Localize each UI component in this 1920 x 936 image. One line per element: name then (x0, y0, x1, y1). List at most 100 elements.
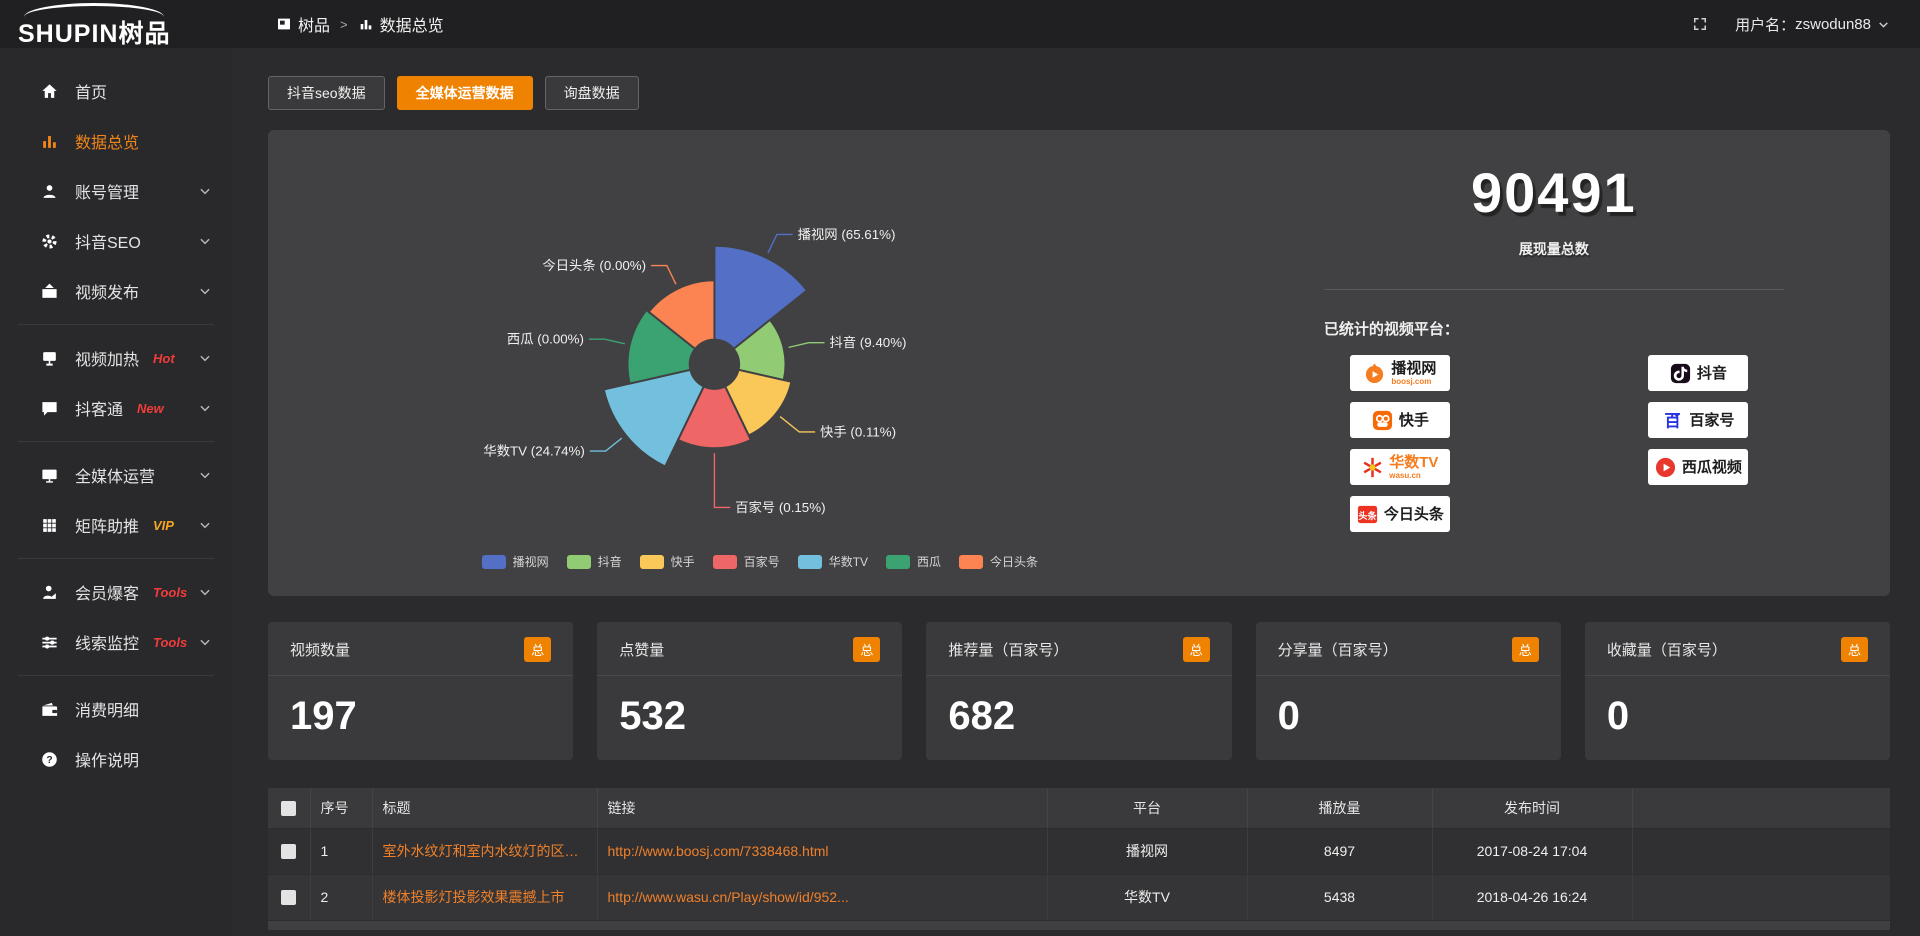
chevron-down-icon (198, 184, 212, 198)
sidebar: 首页数据总览账号管理 抖音SEO 视频发布视频加热 Hot 抖客通 New 全媒体运营矩阵助… (0, 48, 232, 936)
cell-empty (1632, 828, 1890, 875)
sidebar-divider (18, 675, 214, 676)
chevron-down-icon (198, 468, 212, 482)
sidebar-item-badge: Tools (153, 634, 188, 650)
breadcrumb-current[interactable]: 数据总览 (358, 12, 444, 36)
legend-swatch (566, 554, 591, 569)
sidebar-item-操作说明[interactable]: ? 操作说明 (0, 734, 232, 784)
platform-badge-西瓜视频[interactable]: 西瓜视频 (1647, 449, 1748, 485)
sidebar-item-矩阵助推[interactable]: 矩阵助推 VIP (0, 500, 232, 550)
platform-badge-播视网[interactable]: 播视网 boosj.com (1349, 355, 1450, 391)
cell-empty (1632, 874, 1890, 921)
sidebar-item-视频发布[interactable]: 视频发布 (0, 266, 232, 316)
app-logo[interactable]: SHUPIN树品 (0, 0, 232, 48)
pie-label-西瓜: 西瓜 (0.00%) (507, 332, 584, 347)
cell-views: 5438 (1247, 874, 1433, 921)
pie-label-播视网: 播视网 (65.61%) (798, 227, 896, 242)
select-all-checkbox[interactable] (281, 801, 297, 817)
column-header-链接: 链接 (597, 788, 1048, 829)
baijiahao-logo: 百 (1661, 409, 1684, 432)
row-checkbox[interactable] (281, 890, 297, 906)
breadcrumb-root[interactable]: 树品 (276, 12, 330, 36)
pie-label-百家号: 百家号 (0.15%) (735, 499, 825, 515)
sidebar-item-会员爆客[interactable]: 会员爆客 Tools (0, 567, 232, 617)
tab-询盘数据[interactable]: 询盘数据 (544, 76, 639, 110)
rose-pie-chart[interactable]: 播视网 (65.61%) 抖音 (9.40%) 快手 (0.11%) 百家号 (0.1… (276, 138, 1244, 551)
toutiao-logo: 头条 (1356, 503, 1379, 526)
summary-divider (1323, 289, 1784, 290)
platform-badge-百家号[interactable]: 百百家号 (1647, 402, 1748, 438)
cell-link[interactable]: http://www.wasu.cn/Play/show/id/952... (597, 874, 1048, 921)
sidebar-item-抖音SEO[interactable]: 抖音SEO (0, 216, 232, 266)
cell-link[interactable]: http://www.boosj.com/7338468.html (597, 828, 1048, 875)
platform-name: 百家号 (1689, 411, 1735, 429)
person-icon (40, 583, 59, 602)
legend-item-华数TV[interactable]: 华数TV (797, 553, 869, 570)
pie-slice-西瓜[interactable] (626, 308, 697, 385)
home-icon (40, 82, 59, 101)
username-display[interactable]: 用户名： zswodun88 (1735, 14, 1890, 35)
legend-label: 华数TV (828, 555, 869, 569)
total-badge[interactable]: 总 (853, 637, 881, 662)
stat-cards-row: 视频数量 总 197 点赞量 总 532 推荐量（百家号） 总 682 分享量（… (268, 622, 1891, 760)
sidebar-item-badge: Tools (153, 584, 188, 600)
wasu-logo (1361, 456, 1384, 479)
sidebar-item-全媒体运营[interactable]: 全媒体运营 (0, 450, 232, 500)
pie-slice-华数TV[interactable] (602, 368, 706, 468)
stat-card-value: 682 (948, 694, 1016, 738)
cell-title[interactable]: 室外水纹灯和室内水纹灯的区别和简介 (372, 828, 598, 875)
legend-item-百家号[interactable]: 百家号 (712, 553, 780, 570)
platform-badge-抖音[interactable]: 抖音 (1647, 355, 1748, 391)
pie-slice-播视网[interactable] (713, 244, 809, 351)
stat-card-推荐量（百家号）: 推荐量（百家号） 总 682 (926, 622, 1232, 760)
sidebar-item-label: 数据总览 (75, 135, 140, 152)
wallet-icon (40, 700, 59, 719)
platform-badge-今日头条[interactable]: 头条 今日头条 (1349, 496, 1450, 532)
sidebar-item-视频加热[interactable]: 视频加热 Hot (0, 333, 232, 383)
platform-badge-快手[interactable]: 快手 (1349, 402, 1450, 438)
platform-badge-华数TV[interactable]: 华数TV wasu.cn (1349, 449, 1450, 485)
platform-name: 西瓜视频 (1681, 458, 1742, 476)
chart-legend: 播视网 抖音 快手 百家号 华数TV 西瓜 今日头条 (276, 551, 1244, 582)
legend-item-西瓜[interactable]: 西瓜 (886, 553, 941, 570)
table-row: 2 楼体投影灯投影效果震撼上市 http://www.wasu.cn/Play/… (268, 874, 1890, 921)
username-label: 用户名： (1735, 16, 1796, 34)
total-badge[interactable]: 总 (524, 637, 552, 662)
sidebar-item-消费明细[interactable]: 消费明细 (0, 684, 232, 734)
total-badge[interactable]: 总 (1511, 637, 1539, 662)
total-badge[interactable]: 总 (1841, 637, 1869, 662)
sidebar-item-账号管理[interactable]: 账号管理 (0, 166, 232, 216)
stat-card-title: 收藏量（百家号） (1606, 642, 1727, 659)
cell-views: 8497 (1247, 828, 1433, 875)
cell-title[interactable]: 楼体投影灯投影效果震撼上市 (372, 874, 598, 921)
tab-全媒体运营数据[interactable]: 全媒体运营数据 (396, 76, 533, 110)
sidebar-item-抖客通[interactable]: 抖客通 New (0, 383, 232, 433)
douyin-logo (1669, 362, 1692, 385)
legend-item-抖音[interactable]: 抖音 (566, 553, 622, 570)
total-badge[interactable]: 总 (1182, 637, 1210, 662)
tab-抖音seo数据[interactable]: 抖音seo数据 (268, 76, 385, 110)
bar-chart-icon (40, 132, 59, 151)
cell-time: 2018-04-26 16:24 (1432, 874, 1633, 921)
pie-slice-今日头条[interactable] (647, 279, 716, 351)
stat-card-收藏量（百家号）: 收藏量（百家号） 总 0 (1584, 622, 1891, 760)
svg-text:?: ? (46, 755, 52, 766)
sidebar-item-首页[interactable]: 首页 (0, 66, 232, 116)
gear-icon (40, 232, 59, 251)
sidebar-item-线索监控[interactable]: 线索监控 Tools (0, 617, 232, 667)
fullscreen-icon[interactable] (1691, 15, 1709, 33)
svg-text:头条: 头条 (1358, 509, 1377, 520)
platform-name: 华数TV (1389, 453, 1439, 471)
logo-text: SHUPIN树品 (18, 20, 171, 48)
username-value: zswodun88 (1795, 15, 1871, 33)
row-checkbox[interactable] (281, 844, 297, 860)
sidebar-item-数据总览[interactable]: 数据总览 (0, 116, 232, 166)
cell-platform: 播视网 (1047, 828, 1248, 875)
sidebar-item-label: 全媒体运营 (75, 469, 156, 486)
legend-item-今日头条[interactable]: 今日头条 (959, 553, 1038, 570)
sidebar-item-label: 视频加热 (75, 352, 140, 369)
platform-badges: 播视网 boosj.com 快手华数TV wasu.cn 头条 今日头条 抖音百百家号西瓜… (1324, 355, 1784, 532)
legend-item-播视网[interactable]: 播视网 (481, 553, 549, 570)
platforms-title: 已统计的视频平台： (1323, 321, 1459, 338)
legend-item-快手[interactable]: 快手 (639, 553, 695, 570)
